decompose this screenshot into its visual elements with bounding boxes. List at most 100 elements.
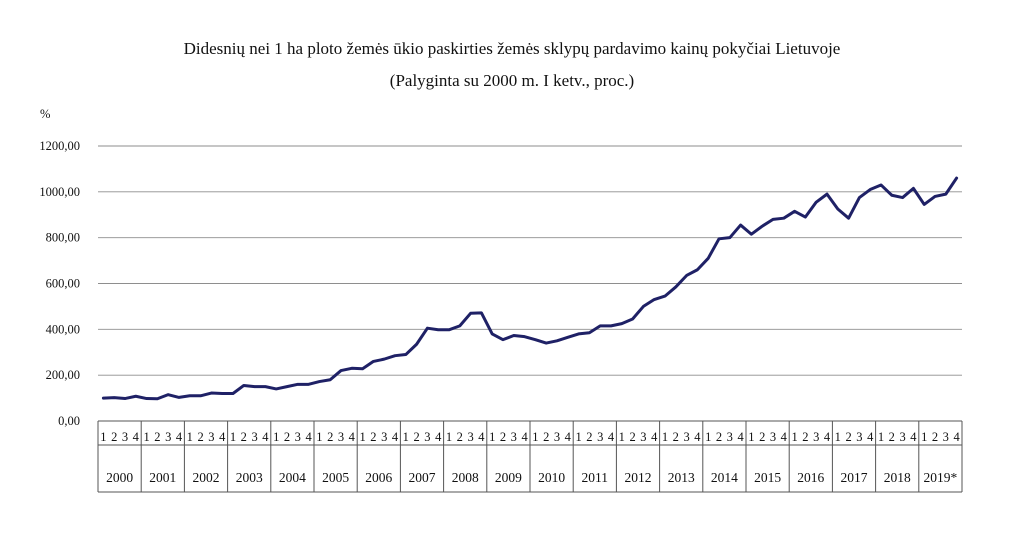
year-label: 2013 xyxy=(668,470,695,485)
year-label: 2017 xyxy=(841,470,868,485)
quarter-label: 1 xyxy=(705,430,711,444)
quarter-label: 3 xyxy=(208,430,214,444)
quarter-label: 4 xyxy=(651,430,658,444)
gridlines xyxy=(98,145,962,376)
quarter-label: 4 xyxy=(737,430,744,444)
year-label: 2007 xyxy=(409,470,436,485)
quarter-label: 1 xyxy=(489,430,495,444)
quarter-label: 1 xyxy=(187,430,193,444)
quarter-label: 3 xyxy=(122,430,128,444)
quarter-label: 2 xyxy=(327,430,333,444)
y-tick-label: 1000,00 xyxy=(39,185,80,199)
quarter-label: 3 xyxy=(511,430,517,444)
series-layer xyxy=(101,176,959,401)
y-tick-label: 400,00 xyxy=(46,322,80,336)
quarter-label: 1 xyxy=(143,430,149,444)
quarter-label: 1 xyxy=(273,430,279,444)
quarter-label: 3 xyxy=(381,430,387,444)
y-tick-label: 0,00 xyxy=(58,414,80,428)
quarter-label: 4 xyxy=(781,430,788,444)
year-label: 2010 xyxy=(538,470,565,485)
quarter-label: 2 xyxy=(673,430,679,444)
quarter-label: 3 xyxy=(943,430,949,444)
quarter-label: 2 xyxy=(111,430,117,444)
year-label: 2019* xyxy=(924,470,958,485)
quarter-label: 3 xyxy=(295,430,301,444)
quarter-label: 2 xyxy=(370,430,376,444)
quarter-label: 1 xyxy=(748,430,754,444)
year-label: 2014 xyxy=(711,470,738,485)
quarter-label: 2 xyxy=(759,430,765,444)
quarter-label: 2 xyxy=(457,430,463,444)
y-tick-label: 800,00 xyxy=(46,231,80,245)
quarter-label: 3 xyxy=(597,430,603,444)
quarter-label: 3 xyxy=(813,430,819,444)
quarter-label: 4 xyxy=(435,430,442,444)
quarter-label: 4 xyxy=(910,430,917,444)
year-label: 2002 xyxy=(193,470,220,485)
quarter-label: 1 xyxy=(100,430,106,444)
quarter-label: 3 xyxy=(338,430,344,444)
y-axis-unit-label: % xyxy=(40,107,50,121)
year-label: 2000 xyxy=(106,470,133,485)
quarter-label: 2 xyxy=(197,430,203,444)
quarter-label: 4 xyxy=(953,430,960,444)
quarter-label: 4 xyxy=(219,430,226,444)
quarter-label: 2 xyxy=(716,430,722,444)
quarter-label: 3 xyxy=(683,430,689,444)
quarter-label: 1 xyxy=(619,430,625,444)
quarter-label: 2 xyxy=(629,430,635,444)
quarter-label: 2 xyxy=(845,430,851,444)
quarter-label: 3 xyxy=(640,430,646,444)
quarter-label: 3 xyxy=(165,430,171,444)
quarter-label: 4 xyxy=(824,430,831,444)
quarter-label: 3 xyxy=(899,430,905,444)
year-label: 2008 xyxy=(452,470,479,485)
quarter-label: 2 xyxy=(889,430,895,444)
quarter-label: 3 xyxy=(770,430,776,444)
quarter-label: 2 xyxy=(500,430,506,444)
quarter-label: 3 xyxy=(251,430,257,444)
quarter-label: 4 xyxy=(305,430,312,444)
quarter-label: 4 xyxy=(608,430,615,444)
y-tick-label: 1200,00 xyxy=(39,139,80,153)
quarter-label: 4 xyxy=(349,430,356,444)
quarter-label: 1 xyxy=(359,430,365,444)
year-label: 2012 xyxy=(625,470,652,485)
quarter-label: 4 xyxy=(262,430,269,444)
y-tick-label: 200,00 xyxy=(46,368,80,382)
quarter-label: 1 xyxy=(791,430,797,444)
quarter-label: 2 xyxy=(284,430,290,444)
year-label: 2003 xyxy=(236,470,263,485)
year-label: 2011 xyxy=(582,470,609,485)
series-line xyxy=(101,176,959,401)
quarter-label: 2 xyxy=(413,430,419,444)
year-label: 2005 xyxy=(322,470,349,485)
quarter-label: 1 xyxy=(662,430,668,444)
quarter-label: 3 xyxy=(856,430,862,444)
quarter-label: 4 xyxy=(867,430,874,444)
chart-subtitle: (Palyginta su 2000 m. I ketv., proc.) xyxy=(390,71,634,90)
quarter-label: 2 xyxy=(154,430,160,444)
quarter-label: 1 xyxy=(316,430,322,444)
year-label: 2004 xyxy=(279,470,306,485)
quarter-label: 4 xyxy=(521,430,528,444)
quarter-label: 1 xyxy=(403,430,409,444)
year-label: 2018 xyxy=(884,470,911,485)
year-label: 2016 xyxy=(797,470,824,485)
y-axis-tick-labels: 0,00 200,00 400,00 600,00 800,00 1000,00 1200,… xyxy=(39,139,80,428)
quarter-label: 4 xyxy=(478,430,485,444)
quarter-label: 1 xyxy=(532,430,538,444)
quarter-label: 2 xyxy=(586,430,592,444)
quarter-label: 3 xyxy=(424,430,430,444)
quarter-label: 1 xyxy=(575,430,581,444)
quarter-label: 4 xyxy=(565,430,572,444)
quarter-label: 1 xyxy=(835,430,841,444)
quarter-label: 3 xyxy=(467,430,473,444)
quarter-label: 4 xyxy=(176,430,183,444)
quarter-label: 2 xyxy=(802,430,808,444)
quarter-label: 4 xyxy=(133,430,140,444)
year-label: 2015 xyxy=(754,470,781,485)
quarter-label: 2 xyxy=(241,430,247,444)
quarter-label: 2 xyxy=(543,430,549,444)
